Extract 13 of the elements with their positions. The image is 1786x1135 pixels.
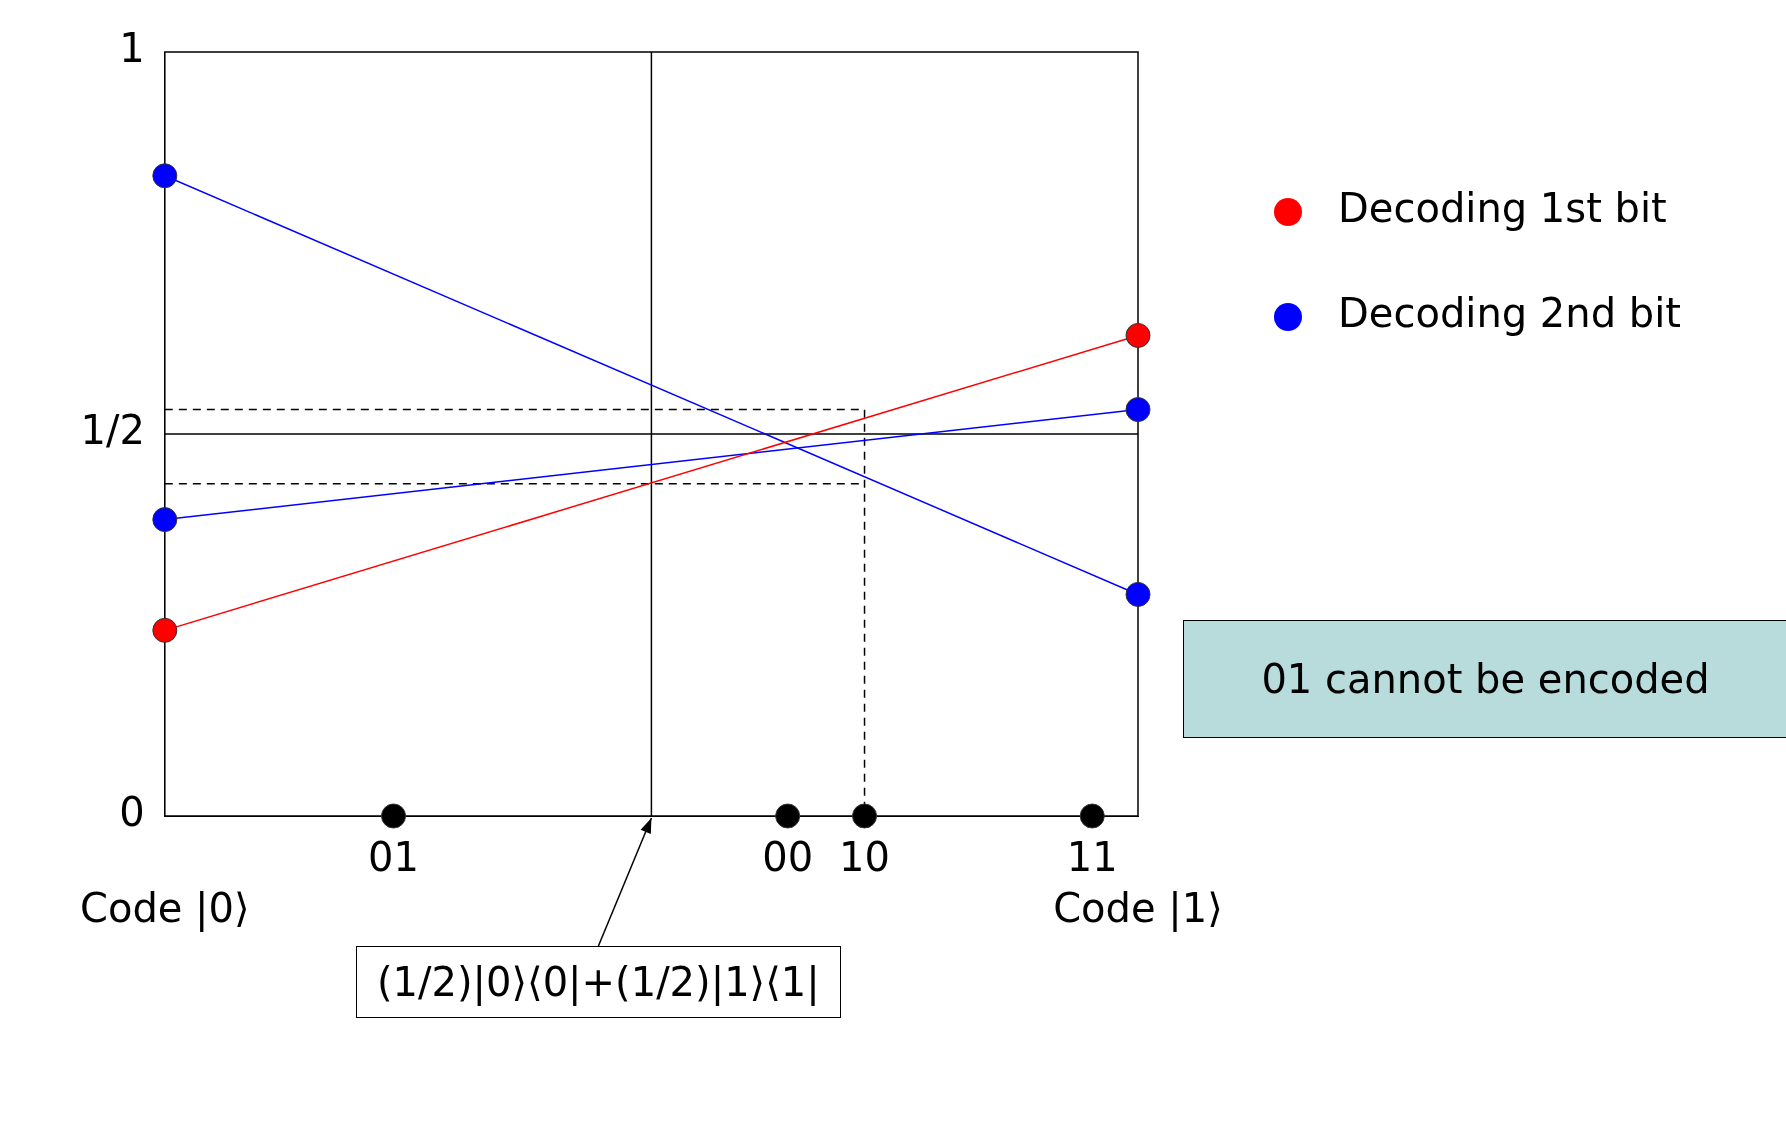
y-tick-label: 1 [119, 25, 145, 72]
legend-label: Decoding 1st bit [1338, 185, 1667, 232]
annotation: 00 [762, 834, 814, 881]
x-tick-label: Code |0⟩ [80, 885, 250, 933]
text: 01 cannot be encoded [1183, 620, 1786, 739]
y-tick-label: 1/2 [80, 407, 145, 454]
y-tick-label: 0 [119, 789, 145, 836]
annotation: 11 [1066, 834, 1118, 881]
annotation: 10 [839, 834, 890, 881]
annotation: (1/2)|0⟩⟨0|+(1/2)|1⟩⟨1| [355, 946, 841, 1018]
x-tick-label: Code |1⟩ [1053, 885, 1223, 933]
annotation: 01 [368, 834, 419, 881]
legend-label: Decoding 2nd bit [1338, 290, 1681, 337]
